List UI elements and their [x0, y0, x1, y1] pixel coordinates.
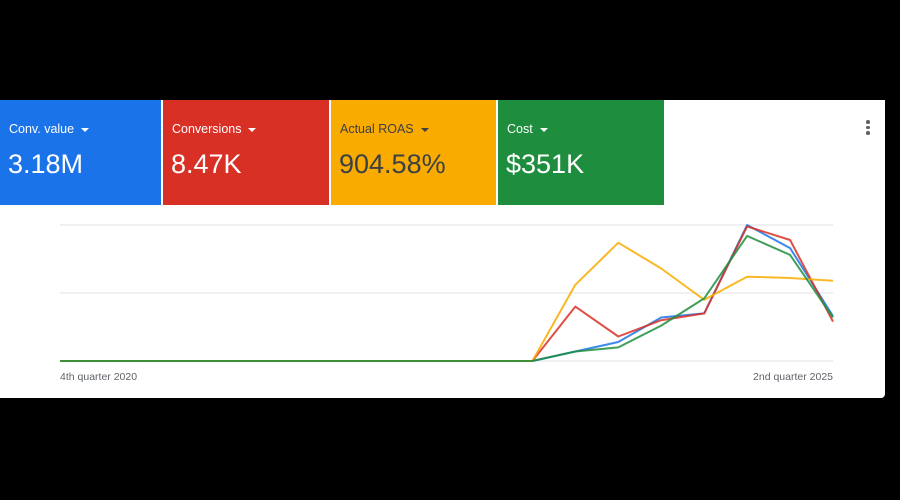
metric-tile[interactable]: Conversions 8.47K	[163, 100, 329, 205]
x-tick-label: 2nd quarter 2025	[753, 371, 833, 383]
chart: 4th quarter 2020 2nd quarter 2025	[60, 224, 834, 383]
metric-tile[interactable]: Cost $351K	[498, 100, 664, 205]
metric-name[interactable]: Cost	[507, 122, 548, 136]
metric-tile[interactable]: Actual ROAS 904.58%	[331, 100, 496, 205]
metric-total: 3.18M	[8, 149, 84, 179]
metric-name[interactable]: Actual ROAS	[340, 122, 429, 136]
metric-tile[interactable]: Conv. value 3.18M	[0, 100, 161, 205]
x-tick-label: 4th quarter 2020	[60, 371, 137, 383]
metric-total: $351K	[506, 149, 585, 179]
metric-name[interactable]: Conv. value	[9, 122, 89, 136]
series-line	[60, 241, 834, 362]
metric-total: 904.58%	[339, 149, 446, 179]
metric-total: 8.47K	[171, 149, 242, 179]
more-menu[interactable]	[866, 120, 870, 137]
metric-name[interactable]: Conversions	[172, 122, 256, 136]
series-line	[60, 234, 834, 362]
